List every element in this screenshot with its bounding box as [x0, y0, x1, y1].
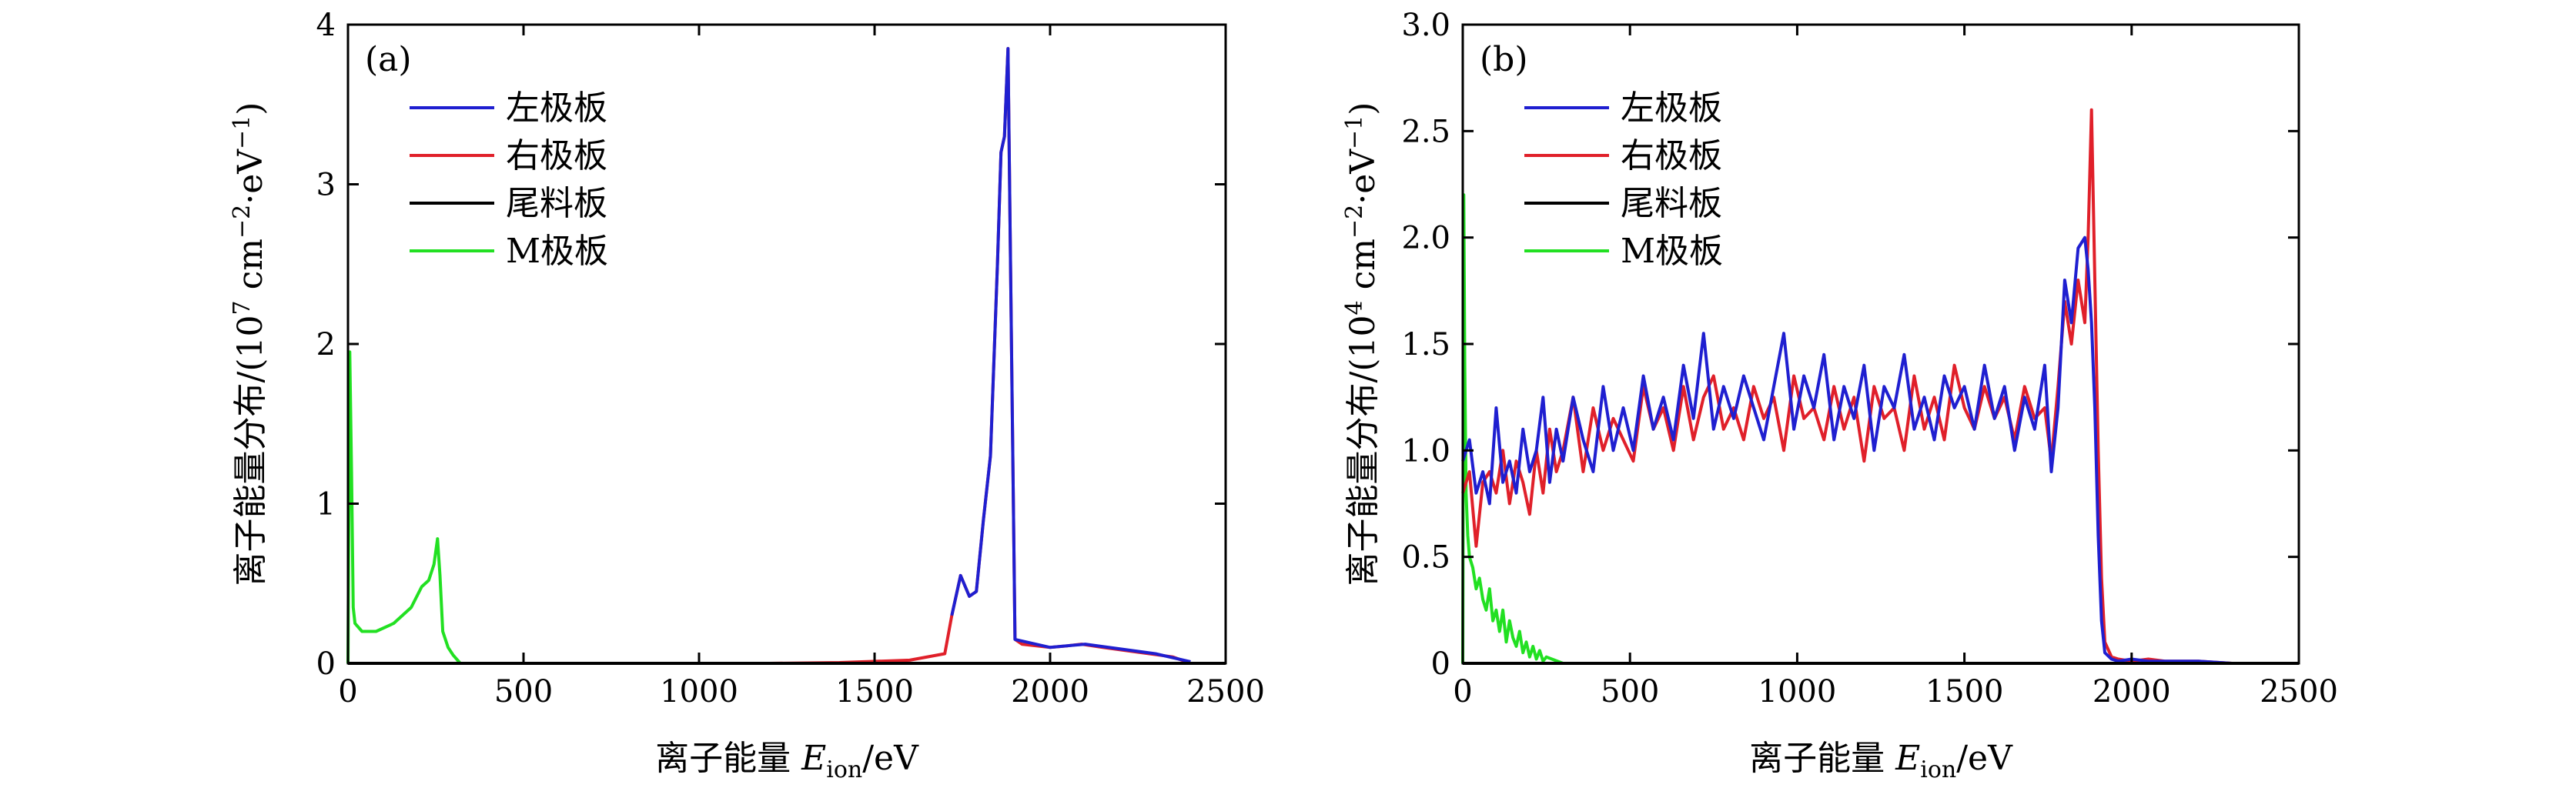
legend-label: 右极板: [1621, 136, 1722, 175]
y-axis-title-exponent: −2: [1341, 205, 1368, 239]
y-tick-label: 0: [1431, 646, 1450, 682]
x-tick-label: 1000: [1758, 674, 1837, 710]
legend-label: 尾料板: [506, 184, 607, 223]
legend-label: 尾料板: [1621, 184, 1722, 223]
panel-label: (b): [1480, 40, 1528, 79]
series-line-m-plate: [1461, 193, 2299, 665]
y-tick-label: 1: [316, 487, 336, 523]
x-axis-title-symbol: E: [1895, 739, 1920, 778]
series-line-left-plate: [1461, 235, 2299, 665]
series-line-m-plate: [346, 350, 770, 665]
y-tick-label: 0: [316, 646, 336, 682]
x-tick-label: 1500: [1925, 674, 2004, 710]
legend-label: 右极板: [506, 136, 607, 175]
y-axis-title-text: 离子能量分布/(10: [231, 315, 270, 586]
x-axis-title-unit: /eV: [1956, 739, 2013, 778]
legend-label: M极板: [506, 232, 608, 271]
x-axis-title-text: 离子能量: [655, 739, 801, 778]
x-tick-label: 500: [1601, 674, 1659, 710]
x-axis-title-symbol: E: [801, 739, 826, 778]
y-axis-title: 离子能量分布/(104 cm−2·eV−1): [1341, 102, 1383, 586]
legend-label: 左极板: [1621, 88, 1722, 128]
x-tick-label: 1500: [835, 674, 914, 710]
x-tick-label: 2000: [1011, 674, 1089, 710]
y-tick-label: 4: [316, 8, 336, 43]
y-axis-title-exponent: 7: [229, 300, 256, 315]
y-axis-title-exponent: −1: [229, 115, 256, 149]
chart-panel-b: 0 500 1000 1500 2000 2500 0 0.5 1.0 1.5 2.0 2.5 3.0 (…: [1341, 8, 2338, 783]
y-axis-title-exponent: 4: [1341, 300, 1368, 315]
y-tick-label: 1.5: [1401, 327, 1450, 362]
plot-frame: [346, 23, 1227, 665]
x-tick-label: 2500: [2260, 674, 2338, 710]
y-tick-label: 2: [316, 327, 336, 362]
y-tick-label: 3.0: [1401, 8, 1450, 43]
y-axis-title-exponent: −1: [1341, 115, 1368, 149]
x-tick-label: 500: [494, 674, 553, 710]
y-axis-title: 离子能量分布/(107 cm−2·eV−1): [229, 102, 270, 586]
y-axis-title-unit: cm: [231, 239, 270, 300]
y-axis-title-unit: ·eV: [231, 149, 270, 205]
panel-label: (a): [365, 40, 412, 79]
x-tick-label: 0: [338, 674, 357, 710]
y-tick-label: 1.0: [1401, 433, 1450, 469]
x-tick-label: 0: [1453, 674, 1472, 710]
y-tick-label: 2.0: [1401, 221, 1450, 256]
y-axis-title-exponent: −2: [229, 205, 256, 239]
x-axis-title-text: 离子能量: [1749, 739, 1895, 778]
x-axis-title-subscript: ion: [826, 756, 862, 783]
x-tick-label: 2500: [1186, 674, 1265, 710]
x-axis-title: 离子能量 Eion/eV: [1749, 739, 2013, 783]
y-axis-title-close: ): [231, 102, 270, 115]
y-axis-title-unit: cm: [1343, 239, 1383, 300]
y-axis-title-text: 离子能量分布/(10: [1343, 315, 1383, 586]
y-tick-label: 0.5: [1401, 540, 1450, 576]
series-line-left-plate: [950, 47, 1191, 663]
x-axis-title: 离子能量 Eion/eV: [655, 739, 919, 783]
x-axis-title-unit: /eV: [862, 739, 919, 778]
x-axis-title-subscript: ion: [1920, 756, 1956, 783]
y-tick-label: 2.5: [1401, 114, 1450, 149]
series-line-right-plate: [348, 47, 1226, 665]
legend-label: M极板: [1621, 232, 1723, 271]
plot-frame: [1461, 23, 2300, 665]
series-line-right-plate: [1461, 108, 2299, 665]
x-tick-label: 2000: [2093, 674, 2171, 710]
y-axis-title-close: ): [1343, 102, 1383, 115]
x-tick-label: 1000: [660, 674, 738, 710]
legend-label: 左极板: [506, 88, 607, 128]
y-axis-title-unit: ·eV: [1343, 149, 1383, 205]
y-tick-label: 3: [316, 168, 336, 203]
